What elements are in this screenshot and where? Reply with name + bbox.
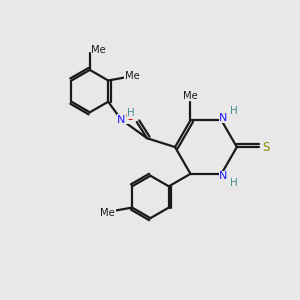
Text: O: O — [126, 110, 135, 123]
Text: Me: Me — [183, 91, 198, 100]
Text: Me: Me — [125, 71, 140, 81]
Text: Me: Me — [100, 208, 115, 218]
Text: H: H — [127, 109, 135, 118]
Text: Me: Me — [91, 45, 106, 55]
Text: H: H — [230, 178, 238, 188]
Text: S: S — [262, 141, 270, 154]
Text: N: N — [117, 115, 126, 125]
Text: N: N — [219, 171, 228, 181]
Text: N: N — [219, 113, 228, 123]
Text: H: H — [230, 106, 238, 116]
